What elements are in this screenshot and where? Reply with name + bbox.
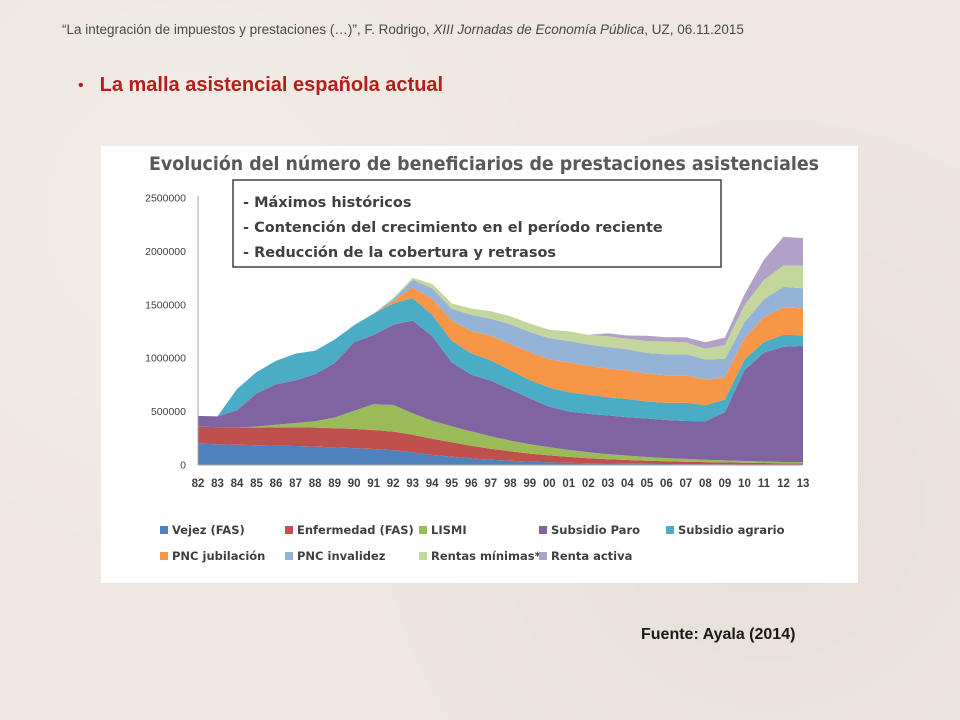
header-event: XIII Jornadas de Economía Pública bbox=[433, 22, 645, 37]
x-tick-label: 09 bbox=[719, 478, 732, 490]
area-series-6 bbox=[198, 287, 803, 417]
x-tick-label: 89 bbox=[328, 478, 341, 490]
x-tick-label: 12 bbox=[777, 478, 790, 490]
y-tick-label: 1000000 bbox=[145, 353, 186, 365]
slide-header: “La integración de impuestos y prestacio… bbox=[62, 22, 744, 37]
x-tick-label: 07 bbox=[680, 478, 693, 490]
legend-swatch bbox=[539, 526, 547, 534]
legend-label: Vejez (FAS) bbox=[172, 523, 245, 537]
x-tick-label: 13 bbox=[797, 478, 810, 490]
x-tick-label: 85 bbox=[250, 478, 263, 490]
legend-label: PNC jubilación bbox=[172, 549, 265, 563]
y-tick-label: 0 bbox=[180, 460, 186, 472]
x-tick-label: 91 bbox=[367, 478, 380, 490]
x-tick-label: 96 bbox=[465, 478, 478, 490]
y-tick-label: 500000 bbox=[151, 406, 186, 418]
legend-swatch bbox=[285, 552, 293, 560]
x-tick-label: 01 bbox=[562, 478, 575, 490]
legend-label: LISMI bbox=[431, 523, 467, 537]
legend-label: Subsidio Paro bbox=[551, 523, 640, 537]
stacked-area-chart: Evolución del número de beneficiarios de… bbox=[145, 153, 819, 563]
x-tick-label: 10 bbox=[738, 478, 751, 490]
x-tick-label: 95 bbox=[445, 478, 458, 490]
x-tick-label: 83 bbox=[211, 478, 224, 490]
x-tick-label: 93 bbox=[406, 478, 419, 490]
legend-swatch bbox=[419, 526, 427, 534]
x-tick-label: 06 bbox=[660, 478, 673, 490]
x-tick-label: 97 bbox=[484, 478, 497, 490]
area-series-4 bbox=[198, 320, 803, 463]
x-tick-label: 05 bbox=[640, 478, 653, 490]
x-tick-label: 88 bbox=[309, 478, 322, 490]
annotation-box bbox=[232, 179, 722, 268]
legend-label: Enfermedad (FAS) bbox=[297, 523, 414, 537]
legend-label: Rentas mínimas* bbox=[431, 549, 541, 563]
chart-image: Evolución del número de beneficiarios de… bbox=[101, 146, 858, 583]
x-tick-label: 86 bbox=[270, 478, 283, 490]
legend-label: Renta activa bbox=[551, 549, 632, 563]
y-tick-label: 2000000 bbox=[145, 246, 186, 258]
legend-label: Subsidio agrario bbox=[678, 523, 785, 537]
y-tick-label: 2500000 bbox=[145, 193, 186, 205]
header-suffix: , UZ, 06.11.2015 bbox=[644, 22, 744, 37]
x-tick-label: 82 bbox=[192, 478, 205, 490]
x-tick-label: 90 bbox=[348, 478, 361, 490]
x-tick-label: 98 bbox=[504, 478, 517, 490]
legend-swatch bbox=[160, 526, 168, 534]
legend-swatch bbox=[419, 552, 427, 560]
area-series-3 bbox=[198, 404, 803, 464]
annotation-line: - Reducción de la cobertura y retrasos bbox=[243, 245, 556, 261]
legend-swatch bbox=[539, 552, 547, 560]
slide-title-row: • La malla asistencial española actual bbox=[78, 74, 443, 97]
x-tick-label: 03 bbox=[601, 478, 614, 490]
x-tick-label: 02 bbox=[582, 478, 595, 490]
x-tick-label: 08 bbox=[699, 478, 712, 490]
source-note: Fuente: Ayala (2014) bbox=[641, 626, 796, 643]
x-tick-label: 92 bbox=[387, 478, 400, 490]
x-tick-label: 00 bbox=[543, 478, 556, 490]
area-series-5 bbox=[198, 298, 803, 422]
x-tick-label: 04 bbox=[621, 478, 634, 490]
y-tick-label: 1500000 bbox=[145, 299, 186, 311]
legend-swatch bbox=[285, 526, 293, 534]
annotation-line: - Máximos históricos bbox=[243, 195, 411, 211]
legend-swatch bbox=[666, 526, 674, 534]
x-tick-label: 94 bbox=[426, 478, 439, 490]
legend-swatch bbox=[160, 552, 168, 560]
legend-label: PNC invalidez bbox=[297, 549, 386, 563]
area-series-1 bbox=[198, 443, 803, 465]
x-tick-label: 84 bbox=[231, 478, 244, 490]
bullet-point: • bbox=[78, 76, 84, 94]
header-quote: “La integración de impuestos y prestacio… bbox=[62, 22, 434, 37]
x-tick-label: 87 bbox=[289, 478, 302, 490]
slide-title: La malla asistencial española actual bbox=[99, 74, 444, 96]
area-series-2 bbox=[198, 426, 803, 465]
x-tick-label: 99 bbox=[523, 478, 536, 490]
chart-title: Evolución del número de beneficiarios de… bbox=[149, 153, 819, 175]
x-tick-label: 11 bbox=[758, 478, 771, 490]
annotation-line: - Contención del crecimiento en el perío… bbox=[243, 220, 663, 236]
